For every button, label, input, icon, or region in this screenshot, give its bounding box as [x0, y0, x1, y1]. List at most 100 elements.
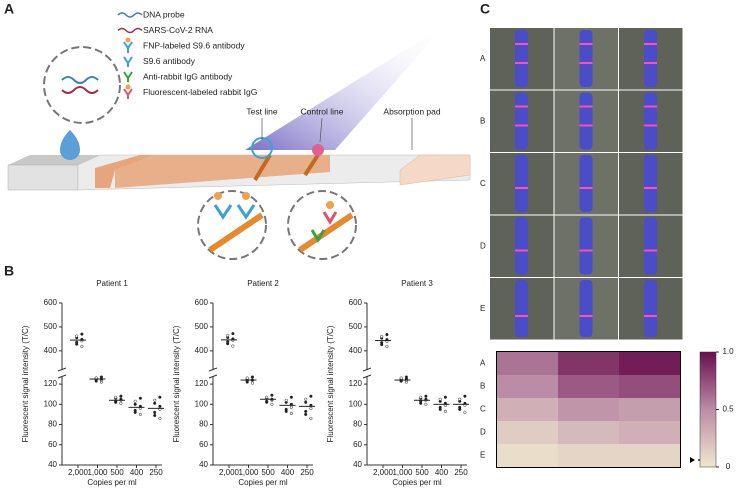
heatmap-cell: [497, 398, 558, 421]
data-point: [80, 332, 84, 336]
y-tick-label: 120: [195, 379, 209, 388]
strip: [579, 92, 593, 150]
y-axis-label: Fluorescent signal intensity (T/C): [172, 325, 181, 442]
heatmap-cell: [558, 375, 619, 398]
strip: [644, 280, 657, 337]
colorbar: [699, 351, 717, 468]
data-point: [133, 408, 137, 412]
annotation: Test line: [246, 106, 277, 116]
data-point: [463, 394, 467, 398]
data-point: [75, 334, 79, 338]
data-point: [231, 332, 235, 336]
strip: [515, 280, 528, 337]
strip: [579, 155, 593, 212]
strip: [644, 92, 657, 150]
legend-label: FNP-labeled S9.6 antibody: [143, 40, 245, 50]
data-point: [438, 405, 442, 409]
x-tick-label: 400: [130, 468, 144, 477]
data-point: [119, 394, 123, 398]
x-axis-label: Copies per ml: [392, 478, 442, 487]
data-point: [463, 410, 467, 414]
heatmap-cell: [558, 398, 619, 421]
data-point: [133, 399, 137, 403]
data-point: [153, 398, 157, 402]
x-tick-label: 2,000: [373, 468, 394, 477]
data-point: [119, 401, 123, 405]
data-point: [289, 411, 293, 415]
strip: [644, 30, 657, 87]
data-point: [265, 395, 269, 399]
strip: [644, 155, 657, 212]
x-axis-label: Copies per ml: [238, 478, 288, 487]
annotation: Absorption pad: [383, 106, 440, 116]
y-tick-label: 100: [44, 399, 58, 408]
data-point: [309, 394, 313, 398]
heatmap-cell: [619, 444, 680, 467]
data-point: [270, 402, 274, 406]
x-tick-label: 500: [110, 468, 124, 477]
data-point: [458, 397, 462, 401]
row-label: D: [480, 428, 486, 437]
x-tick-label: 500: [261, 468, 275, 477]
data-point: [284, 407, 288, 411]
heatmap-cell: [619, 398, 680, 421]
row-label: E: [480, 304, 485, 313]
y-tick-label: 600: [195, 298, 209, 307]
data-point: [419, 395, 423, 399]
y-tick-label: 60: [199, 440, 208, 449]
axis-break: [57, 367, 67, 372]
x-tick-label: 250: [149, 468, 163, 477]
data-point: [80, 345, 84, 349]
heatmap-cell: [619, 421, 680, 444]
x-tick-label: 2,000: [219, 468, 240, 477]
data-point: [158, 395, 162, 399]
data-point: [133, 402, 137, 406]
data-point: [250, 381, 254, 385]
panel-label: C: [480, 1, 490, 17]
row-label: C: [480, 405, 486, 414]
panel-label: A: [4, 1, 14, 17]
legend-label: DNA probe: [143, 9, 185, 19]
y-tick-label: 60: [353, 440, 362, 449]
chart-title: Patient 3: [401, 279, 433, 288]
heatmap-cell: [497, 352, 558, 375]
data-point: [99, 375, 103, 379]
x-tick-label: 400: [281, 468, 295, 477]
strip: [579, 217, 593, 275]
heatmap-cell: [497, 444, 558, 467]
y-tick-label: 80: [199, 420, 208, 429]
strip: [515, 92, 528, 150]
y-tick-label: 40: [48, 460, 57, 469]
x-axis-label: Copies per ml: [87, 478, 137, 487]
strip: [515, 30, 528, 87]
data-point: [424, 394, 428, 398]
data-point: [404, 375, 408, 379]
axis-break: [208, 374, 218, 379]
y-tick-label: 100: [349, 399, 363, 408]
data-point: [309, 406, 313, 410]
row-label: C: [480, 179, 486, 188]
data-point: [245, 376, 249, 380]
data-point: [304, 397, 308, 401]
data-point: [399, 376, 403, 380]
colorbar-tick-label: 1.0: [722, 347, 734, 356]
heatmap-cell: [619, 375, 680, 398]
data-point: [385, 333, 389, 337]
data-point: [138, 412, 142, 416]
legend-label: Anti-rabbit IgG antibody: [143, 71, 233, 81]
y-tick-label: 80: [353, 420, 362, 429]
colorbar-tick-label: 0.5: [722, 405, 734, 414]
x-tick-label: 500: [415, 468, 429, 477]
y-tick-label: 60: [48, 440, 57, 449]
y-tick-label: 400: [349, 346, 363, 355]
axis-break: [208, 367, 218, 372]
axis-break: [362, 374, 372, 379]
data-point: [289, 405, 293, 409]
legend-label: SARS-CoV-2 RNA: [143, 25, 213, 35]
row-label: A: [480, 54, 486, 63]
y-axis-label: Fluorescent signal intensity (T/C): [326, 325, 335, 442]
data-point: [231, 344, 235, 348]
illustration: [7, 25, 471, 260]
y-tick-label: 600: [44, 298, 58, 307]
